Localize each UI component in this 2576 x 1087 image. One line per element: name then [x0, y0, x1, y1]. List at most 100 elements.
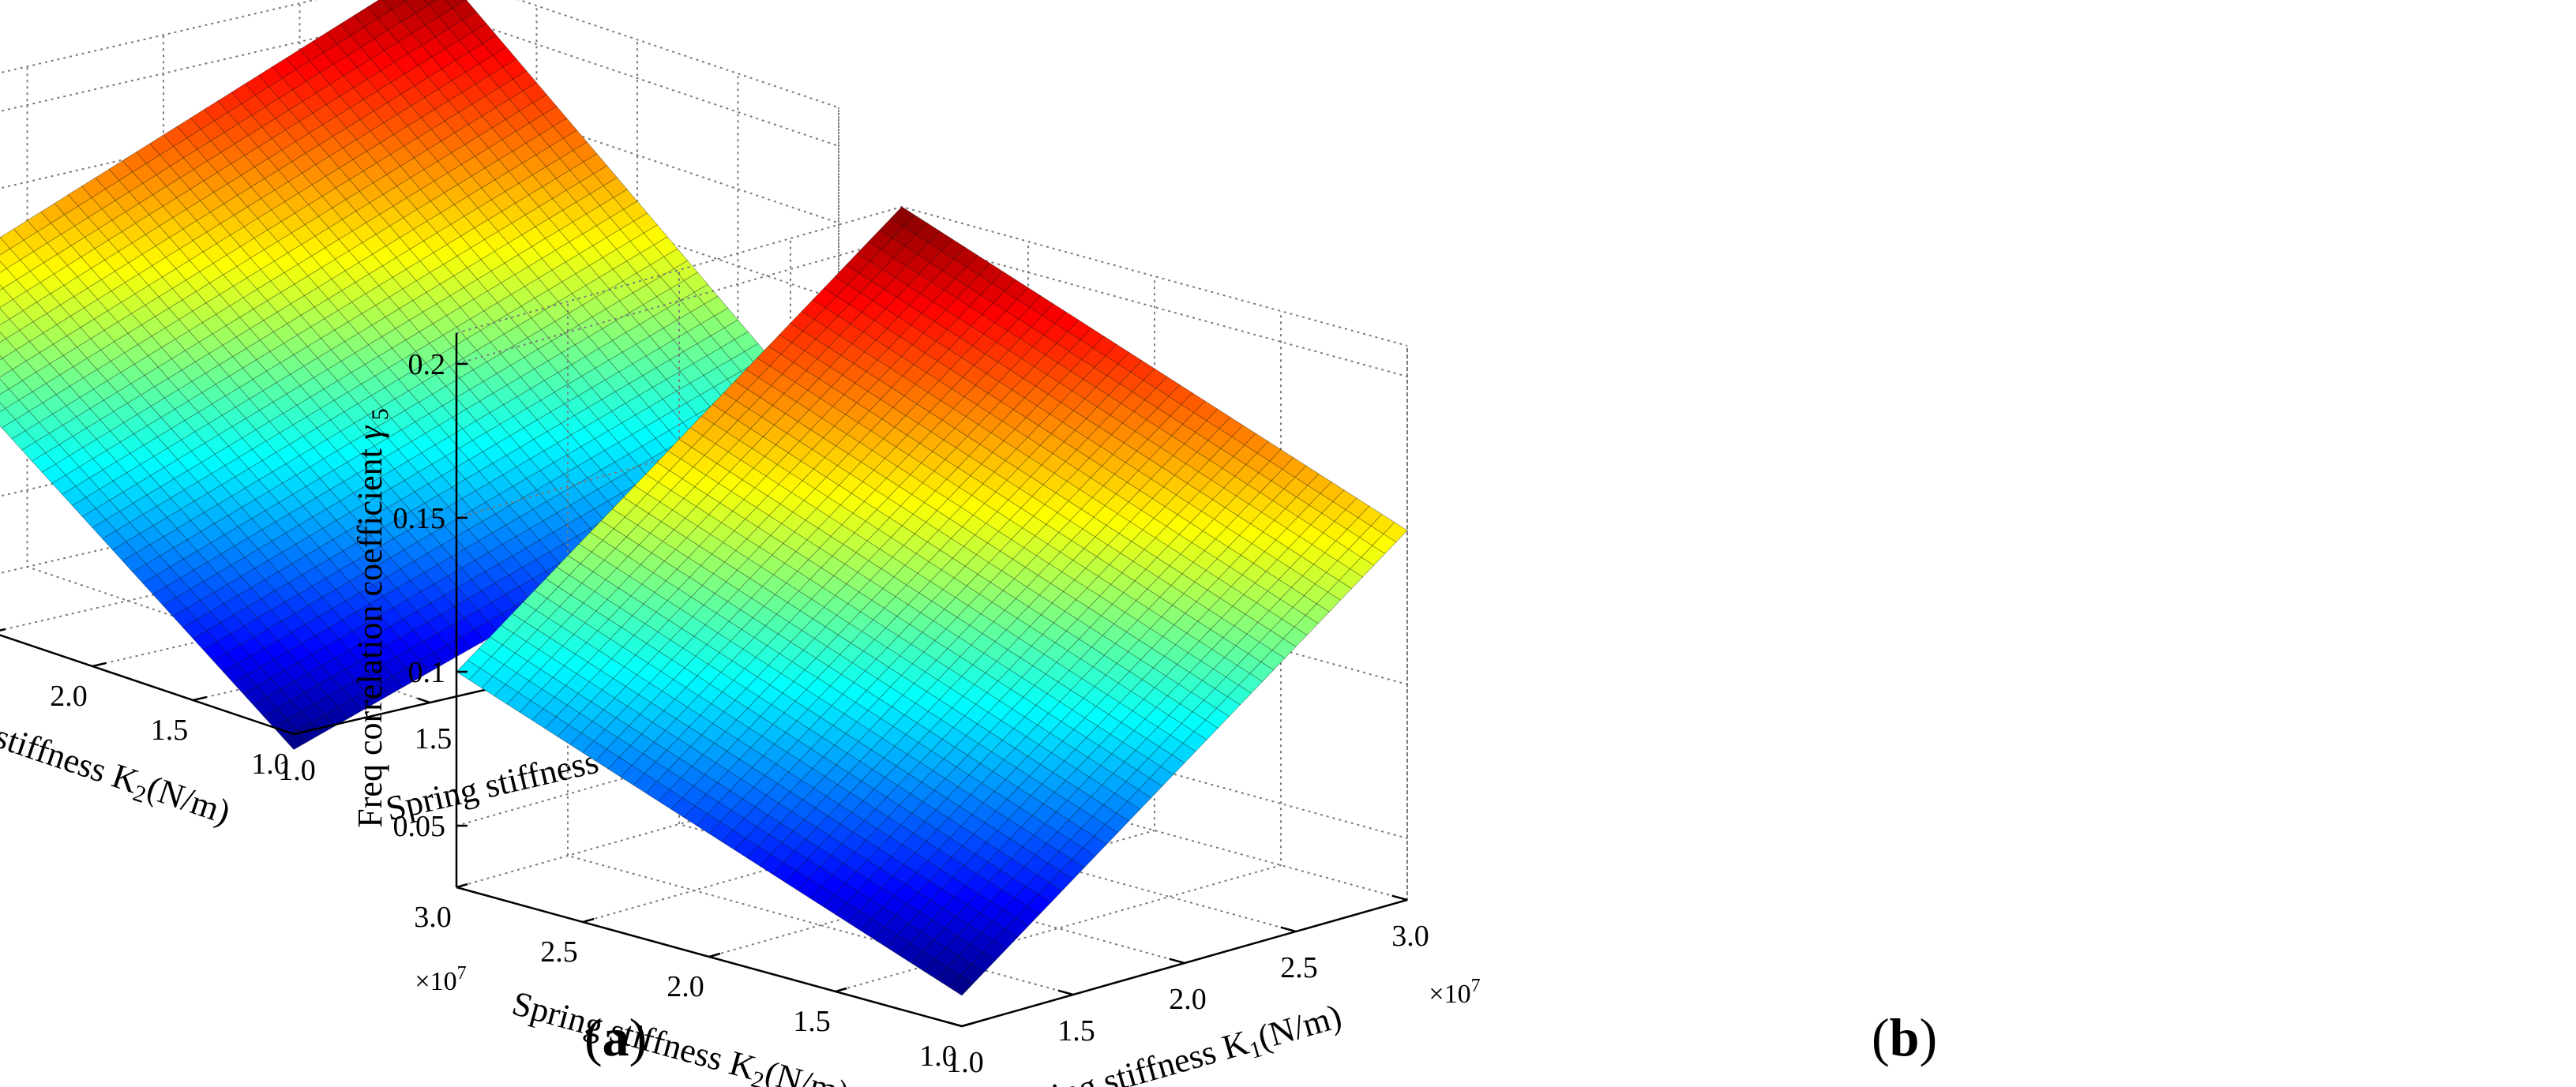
surface-cell — [358, 324, 383, 346]
surface-cell — [294, 275, 319, 297]
x-tick — [1057, 989, 1074, 996]
surface-cell — [462, 11, 487, 32]
y-tick-label: 1.5 — [151, 714, 189, 747]
surface-cell — [212, 254, 238, 275]
surface-cell — [263, 241, 289, 262]
y-tick — [582, 917, 595, 924]
surface-cell — [521, 226, 546, 248]
surface-cell — [315, 84, 341, 106]
y-tick — [835, 987, 847, 993]
surface-cell — [424, 16, 450, 38]
surface-cell — [474, 147, 500, 169]
surface-cell — [344, 332, 370, 354]
surface-cell — [448, 92, 473, 114]
surface-cell — [359, 111, 385, 132]
surface-cell — [391, 1, 416, 23]
surface-cell — [168, 228, 194, 249]
x-tick — [1391, 894, 1408, 901]
surface-cell — [403, 208, 428, 231]
surface-cell — [398, 300, 424, 321]
surface-cell — [479, 463, 504, 484]
surface-cell — [507, 305, 532, 327]
surface-cell — [468, 451, 494, 472]
surface-cell — [524, 206, 550, 227]
surface-cell — [249, 320, 275, 341]
surface-cell — [482, 443, 507, 464]
y-tick — [708, 952, 721, 958]
y-scale-label-exp: 7 — [457, 963, 467, 984]
y-tick — [0, 628, 6, 632]
panel-a-chart: 00.10.20.30.40.51.01.52.02.53.01.01.52.0… — [0, 0, 912, 836]
surface-cell — [576, 193, 601, 215]
surface-cell — [358, 253, 384, 275]
surface-cell — [495, 435, 521, 456]
surface-cell — [400, 157, 425, 178]
caption-b-letter: b — [1889, 1007, 1920, 1067]
surface-cell — [379, 133, 405, 156]
y-axis-label: Spring stiffness K2(N/m) — [0, 684, 235, 836]
surface-cell — [346, 47, 372, 69]
y-tick-label: 2.0 — [50, 680, 88, 713]
surface-cell — [458, 440, 483, 460]
x-tick-label: 1.5 — [415, 722, 452, 755]
surface-cell — [230, 155, 256, 176]
surface-cell — [503, 325, 528, 347]
surface-cell — [579, 173, 604, 195]
surface-cell — [237, 114, 263, 137]
surface-cell — [561, 273, 587, 294]
surface-cell — [543, 372, 569, 393]
surface-cell — [588, 399, 613, 420]
surface-cell — [616, 241, 641, 262]
surface-cell — [289, 365, 315, 387]
y-tick-label: 2.5 — [540, 935, 578, 969]
surface-cell — [412, 220, 438, 242]
surface-cell — [332, 127, 358, 149]
surface-cell — [492, 455, 517, 476]
caption-b: (b) — [1872, 1007, 1938, 1067]
x-scale-label-exp: 7 — [1471, 976, 1481, 996]
surface-cell — [210, 132, 235, 153]
surface-cell — [467, 259, 492, 280]
surface-cell — [253, 229, 279, 250]
x-tick — [417, 697, 430, 704]
surface-cell — [483, 373, 508, 394]
surface-cell — [317, 279, 343, 300]
z-tick-label: 0.1 — [408, 656, 446, 689]
surface-cell — [325, 167, 351, 189]
surface-cell — [336, 35, 362, 57]
surface-cell — [585, 205, 611, 227]
caption-a: (a) — [584, 1007, 648, 1067]
surface-cell — [662, 391, 687, 411]
z-tick-label: 0.15 — [393, 502, 446, 535]
surface-cell — [284, 121, 310, 142]
x-axis-title-part: Spring stiffness K — [1001, 1023, 1253, 1087]
x-tick — [1169, 958, 1185, 965]
y-tick-label: 1.0 — [251, 748, 289, 781]
surface-cell — [159, 217, 184, 238]
x-tick-label: 1.5 — [1057, 1014, 1095, 1048]
surface-cell — [312, 104, 337, 126]
surface-cell — [386, 93, 412, 115]
z-axis-symbol: γ — [351, 425, 389, 440]
x-tick — [946, 1021, 963, 1028]
z-tick-label: 0.2 — [408, 348, 446, 381]
z-axis-subscript: 5 — [367, 408, 393, 426]
surface-cell — [584, 418, 609, 440]
surface-cell — [426, 212, 452, 234]
surface-cell — [257, 137, 283, 159]
surface-cell — [208, 274, 235, 295]
x-scale-label-base: ×10 — [1429, 980, 1470, 1009]
x-scale-label: ×107 — [1429, 976, 1480, 1009]
y-tick-label: 1.0 — [919, 1040, 957, 1073]
surface-cell — [345, 190, 370, 212]
y-tick — [961, 1021, 974, 1028]
y-axis-title-part: (N/m) — [761, 1053, 854, 1087]
x-tick-label: 3.0 — [1391, 920, 1429, 953]
surface-cell — [693, 354, 718, 376]
y-tick-label: 3.0 — [414, 901, 452, 934]
surface-cell — [352, 151, 377, 172]
x-axis-title-part: (N/m) — [1253, 997, 1346, 1057]
surface-cell — [625, 253, 652, 274]
surface-cell — [305, 144, 330, 166]
surface-cell — [471, 432, 498, 452]
